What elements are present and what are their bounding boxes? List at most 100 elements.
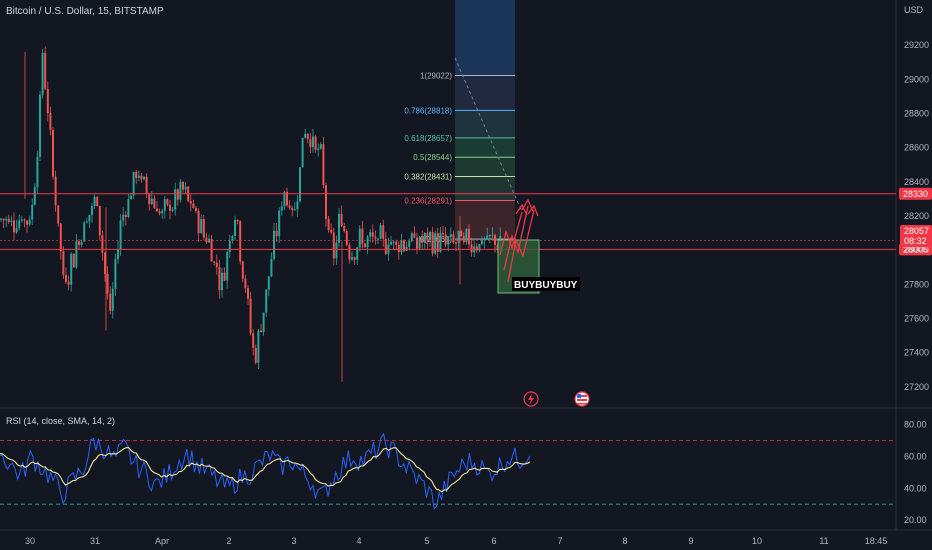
time-tick-label: 10	[752, 536, 762, 546]
candle	[369, 229, 372, 243]
candle	[275, 223, 278, 243]
candle	[247, 285, 249, 305]
candle	[252, 329, 255, 356]
price-tick-label: 27200	[904, 382, 929, 392]
fib-zone	[455, 200, 515, 240]
candle	[218, 259, 221, 299]
price-tick-label: 27800	[904, 279, 929, 289]
candle	[2, 218, 5, 229]
candle	[137, 170, 140, 182]
projection-arrow-3[interactable]	[507, 209, 535, 283]
candle	[257, 328, 260, 370]
candle	[408, 238, 411, 251]
candle	[431, 227, 434, 257]
candle	[75, 233, 78, 269]
candle	[470, 237, 473, 257]
candle	[413, 226, 416, 239]
candle	[236, 219, 239, 225]
candle	[327, 216, 330, 233]
price-tick-label: 28600	[904, 143, 929, 153]
candle	[416, 232, 418, 255]
candle	[80, 239, 83, 248]
fib-level-label: 0.786(28818)	[404, 106, 452, 115]
time-tick-label: 3	[291, 536, 296, 546]
candle	[306, 133, 309, 144]
candle	[33, 183, 36, 206]
price-tick-label: 27600	[904, 314, 929, 324]
candle	[221, 267, 223, 298]
bar-countdown: 08:32	[904, 236, 927, 246]
fib-trend-line[interactable]	[454, 57, 523, 213]
candle	[486, 227, 489, 241]
time-tick-label: 5	[424, 536, 429, 546]
candle	[13, 212, 15, 241]
time-tick-label: 18:45	[865, 536, 888, 546]
time-tick-label: 7	[557, 536, 562, 546]
candle	[57, 205, 60, 227]
rsi-ma-line	[0, 447, 531, 493]
rsi-axis[interactable]: 80.00 60.00 40.00 20.00	[904, 420, 927, 525]
candle	[135, 170, 138, 185]
candle	[72, 253, 75, 268]
candle	[483, 236, 486, 249]
time-axis[interactable]: 30 31 Apr 2 3 4 5 6 7 8 9 10 11 18:45	[25, 536, 887, 546]
candle	[335, 235, 338, 265]
candle	[223, 267, 226, 282]
fib-zone	[455, 110, 515, 138]
fib-extension-zone	[455, 0, 515, 76]
candle	[244, 274, 247, 293]
candle	[150, 190, 153, 206]
candle	[78, 238, 80, 250]
candle	[156, 201, 158, 212]
projection-arrow-1[interactable]	[499, 211, 523, 256]
candle	[260, 324, 262, 333]
trade-annotation[interactable]: BUYBUYBUY	[454, 57, 580, 294]
candle	[54, 170, 57, 212]
candle	[254, 344, 257, 365]
fib-zone	[455, 157, 515, 177]
candle	[377, 237, 379, 245]
candle	[374, 230, 377, 245]
candlestick-series	[0, 46, 502, 382]
rsi-title: RSI (14, close, SMA, 14, 2)	[6, 416, 115, 426]
candle	[15, 219, 18, 234]
level-price-label: 28005	[903, 244, 928, 254]
candle	[429, 230, 431, 247]
candle	[301, 137, 304, 168]
candle	[403, 239, 405, 253]
candle	[41, 48, 44, 99]
candle	[462, 232, 465, 245]
candle	[400, 233, 403, 256]
price-axis[interactable]: 29200 29000 28800 28600 28400 28200 28000 27800…	[904, 40, 929, 392]
candle	[140, 172, 143, 183]
candle	[436, 227, 439, 258]
candle	[169, 199, 171, 220]
fibonacci-retracement[interactable]: 1(29022) 0.786(28818) 0.618(28657) 0.5(2854…	[404, 0, 515, 244]
candle	[291, 205, 294, 217]
candle	[481, 236, 483, 246]
candle	[460, 229, 463, 237]
rsi-line	[0, 432, 531, 510]
candle	[322, 137, 325, 189]
candle	[158, 208, 161, 216]
rsi-tick-label: 40.00	[904, 483, 927, 493]
chart-title: Bitcoin / U.S. Dollar, 15, BITSTAMP	[6, 6, 164, 17]
candle	[371, 224, 374, 243]
candle	[358, 225, 361, 252]
candle	[111, 282, 114, 319]
candle	[283, 191, 286, 211]
time-tick-label: 31	[90, 536, 100, 546]
lightning-icon[interactable]	[523, 391, 539, 407]
candle	[265, 289, 268, 317]
candle	[26, 220, 28, 233]
fib-zone	[455, 137, 515, 158]
candle	[421, 230, 424, 250]
candle	[202, 214, 205, 241]
candle	[96, 196, 99, 207]
us-flag-icon[interactable]	[574, 391, 590, 407]
price-tick-label: 28200	[904, 211, 929, 221]
candle	[382, 219, 385, 247]
candle	[231, 234, 234, 244]
candle	[340, 205, 343, 228]
